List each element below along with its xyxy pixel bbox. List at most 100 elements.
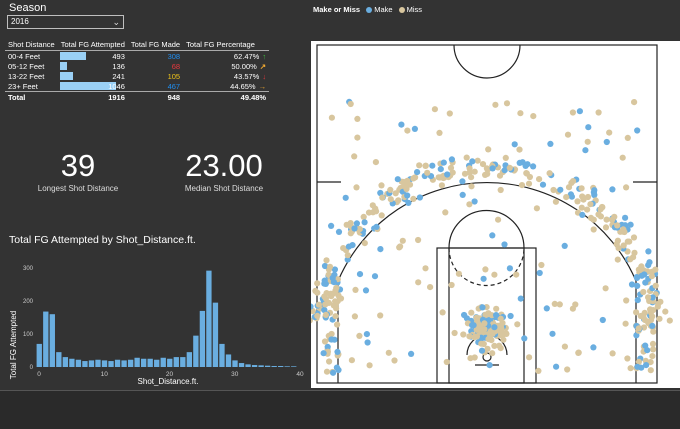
shot-point[interactable] bbox=[328, 222, 335, 229]
shot-point[interactable] bbox=[650, 328, 657, 335]
shot-point[interactable] bbox=[645, 262, 652, 269]
shot-point[interactable] bbox=[440, 159, 447, 166]
shot-point[interactable] bbox=[656, 315, 663, 322]
shot-point[interactable] bbox=[352, 286, 359, 293]
shot-point[interactable] bbox=[584, 193, 592, 201]
column-header-fg-percentage[interactable]: Total FG Percentage bbox=[183, 38, 270, 51]
shot-point[interactable] bbox=[507, 312, 514, 320]
shot-point[interactable] bbox=[579, 211, 586, 218]
shot-point[interactable] bbox=[535, 367, 542, 374]
shot-point[interactable] bbox=[497, 186, 504, 194]
season-dropdown[interactable]: 2016 ⌄ bbox=[7, 15, 124, 29]
shot-point[interactable] bbox=[620, 242, 627, 249]
shot-point[interactable] bbox=[614, 222, 621, 229]
shot-point[interactable] bbox=[486, 362, 493, 369]
shot-point[interactable] bbox=[436, 129, 443, 136]
shot-point[interactable] bbox=[602, 285, 609, 292]
shot-point[interactable] bbox=[643, 362, 650, 369]
shot-point[interactable] bbox=[479, 304, 486, 311]
shot-point[interactable] bbox=[513, 271, 520, 278]
shot-point[interactable] bbox=[572, 301, 579, 308]
shot-point[interactable] bbox=[320, 350, 327, 357]
shot-point[interactable] bbox=[570, 178, 577, 185]
histogram-bar[interactable] bbox=[206, 270, 212, 367]
shot-point[interactable] bbox=[461, 311, 468, 319]
shot-point[interactable] bbox=[631, 99, 638, 106]
shot-point[interactable] bbox=[492, 101, 499, 108]
shot-point[interactable] bbox=[328, 330, 335, 338]
table-row[interactable]: 23+ Feet 1046 467 44.65% → bbox=[5, 81, 269, 92]
histogram-bar[interactable] bbox=[56, 352, 62, 367]
shot-point[interactable] bbox=[633, 274, 640, 281]
histogram-bar[interactable] bbox=[173, 357, 179, 367]
shot-point[interactable] bbox=[479, 161, 487, 168]
histogram-bar[interactable] bbox=[62, 357, 69, 367]
shot-point[interactable] bbox=[468, 183, 475, 190]
shot-point[interactable] bbox=[443, 358, 450, 366]
shot-point[interactable] bbox=[563, 194, 570, 201]
shot-point[interactable] bbox=[647, 309, 655, 316]
histogram-bar[interactable] bbox=[147, 358, 153, 367]
shot-point[interactable] bbox=[599, 316, 606, 324]
histogram-bar[interactable] bbox=[219, 343, 225, 367]
shot-point[interactable] bbox=[517, 110, 524, 117]
shot-point[interactable] bbox=[332, 313, 339, 320]
shot-point[interactable] bbox=[530, 113, 537, 120]
shot-point[interactable] bbox=[654, 303, 661, 310]
histogram-bar[interactable] bbox=[160, 357, 166, 367]
shot-point[interactable] bbox=[666, 317, 673, 324]
histogram-bar[interactable] bbox=[193, 335, 199, 367]
shot-point[interactable] bbox=[444, 171, 451, 178]
shot-point[interactable] bbox=[557, 186, 564, 193]
shot-point[interactable] bbox=[345, 243, 352, 250]
shot-point[interactable] bbox=[466, 201, 473, 208]
shot-point[interactable] bbox=[385, 349, 392, 356]
shot-point[interactable] bbox=[647, 367, 654, 374]
shot-point[interactable] bbox=[331, 336, 338, 343]
histogram-bar[interactable] bbox=[82, 361, 88, 367]
shot-point[interactable] bbox=[329, 274, 336, 282]
shot-point[interactable] bbox=[334, 348, 341, 355]
shot-point[interactable] bbox=[396, 244, 403, 251]
shot-point[interactable] bbox=[634, 363, 641, 370]
shot-point[interactable] bbox=[496, 342, 503, 349]
shot-point[interactable] bbox=[647, 359, 654, 366]
shot-point[interactable] bbox=[471, 334, 478, 341]
shot-point[interactable] bbox=[348, 357, 355, 364]
shot-point[interactable] bbox=[416, 162, 423, 169]
shot-point[interactable] bbox=[624, 355, 631, 362]
shot-point[interactable] bbox=[323, 257, 330, 264]
histogram-bar[interactable] bbox=[271, 366, 277, 367]
shot-point[interactable] bbox=[574, 198, 581, 205]
shot-point[interactable] bbox=[635, 325, 642, 332]
shot-point[interactable] bbox=[447, 164, 455, 171]
shot-point[interactable] bbox=[340, 245, 347, 252]
legend-item-miss[interactable]: Miss bbox=[406, 5, 423, 14]
shot-point[interactable] bbox=[624, 134, 631, 141]
histogram-bar[interactable] bbox=[75, 359, 82, 367]
shot-point[interactable] bbox=[323, 368, 331, 375]
shot-point[interactable] bbox=[371, 273, 379, 280]
histogram-bar[interactable] bbox=[127, 359, 134, 367]
shot-point[interactable] bbox=[584, 138, 591, 145]
shot-point[interactable] bbox=[463, 154, 470, 161]
shot-chart-court[interactable] bbox=[301, 41, 680, 388]
shot-point[interactable] bbox=[547, 140, 554, 147]
shot-point[interactable] bbox=[649, 353, 656, 360]
shot-point[interactable] bbox=[550, 186, 557, 194]
shot-point[interactable] bbox=[498, 326, 505, 333]
shot-point[interactable] bbox=[590, 344, 597, 351]
shot-point[interactable] bbox=[499, 319, 506, 327]
shot-point[interactable] bbox=[422, 265, 429, 272]
shot-point[interactable] bbox=[503, 100, 511, 107]
shot-point[interactable] bbox=[468, 309, 475, 316]
shot-point[interactable] bbox=[372, 205, 379, 212]
shot-point[interactable] bbox=[641, 316, 649, 324]
shot-point[interactable] bbox=[351, 153, 358, 160]
shot-point[interactable] bbox=[516, 146, 523, 153]
shot-point[interactable] bbox=[521, 335, 528, 342]
shot-point[interactable] bbox=[415, 279, 422, 286]
shot-point[interactable] bbox=[525, 180, 533, 187]
shot-point[interactable] bbox=[387, 186, 394, 193]
histogram-bar[interactable] bbox=[121, 360, 127, 367]
